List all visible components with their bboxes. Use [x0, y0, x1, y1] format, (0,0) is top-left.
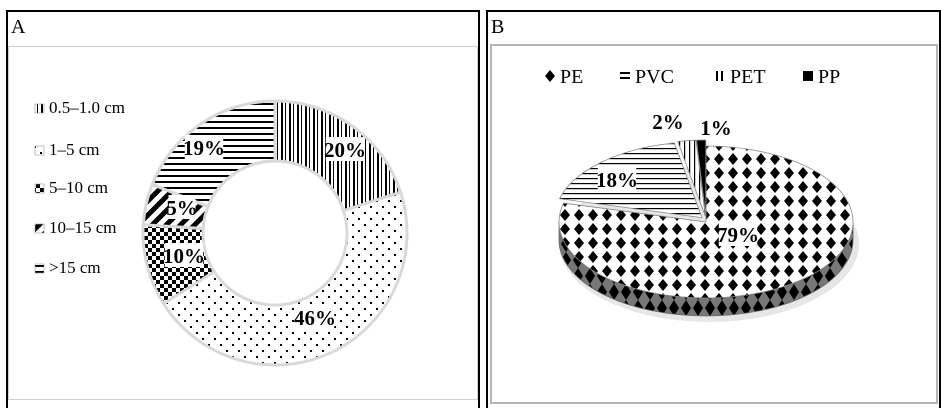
legend-label-5-10-cm: 5–10 cm	[49, 178, 108, 197]
legend-swatch-pet	[716, 71, 723, 81]
pie-legend: PE PVC PET PP	[545, 66, 840, 88]
legend-label-15-cm: >15 cm	[49, 258, 101, 277]
legend-item-15-cm: >15 cm	[34, 258, 101, 277]
legend-label-pet: PET	[730, 66, 766, 88]
legend-item-pp: PP	[803, 66, 840, 88]
pie-data-label-pe: 79%	[717, 222, 759, 247]
panel-b: B 79% 18% 2% 1% PE PVC PET PP	[486, 10, 941, 408]
legend-swatch-1-5-cm	[34, 145, 45, 156]
donut-data-label-5-10-cm: 10%	[163, 243, 205, 268]
svg-text:46%: 46%	[294, 306, 336, 330]
panel-b-plot-frame	[490, 44, 938, 404]
legend-item-0-5-1-0-cm: 0.5–1.0 cm	[34, 98, 125, 117]
donut-data-label-1-5-cm: 46%	[294, 305, 336, 330]
legend-item-10-15-cm: 10–15 cm	[34, 218, 117, 237]
legend-swatch-pp	[803, 71, 813, 81]
pie-slice-pet	[677, 139, 706, 217]
pie-3d-chart: 79% 18% 2% 1% PE PVC PET PP	[545, 66, 859, 322]
legend-label-1-5-cm: 1–5 cm	[49, 140, 100, 159]
donut-data-label-0-5-1-0-cm: 20%	[324, 137, 366, 162]
pie-data-label-pet: 2%	[652, 110, 684, 134]
donut-data-label-10-15-cm: 5%	[166, 195, 198, 220]
svg-text:18%: 18%	[596, 168, 638, 192]
legend-item-pvc: PVC	[620, 66, 674, 88]
legend-swatch-15-cm	[34, 263, 45, 274]
svg-text:2%: 2%	[652, 110, 684, 134]
panel-a: A 20% 46% 10% 5% 19% 0.5–1.0 cm 1–5 cm 5–10 cm 1…	[6, 10, 480, 408]
legend-swatch-0-5-1-0-cm	[34, 103, 45, 114]
pie-3d-slices	[558, 139, 854, 299]
legend-label-pe: PE	[560, 66, 583, 88]
legend-label-10-15-cm: 10–15 cm	[49, 218, 117, 237]
panel-b-label: B	[491, 16, 505, 38]
svg-text:20%: 20%	[324, 138, 366, 162]
svg-text:10%: 10%	[163, 244, 205, 268]
donut-data-label-15-cm: 19%	[183, 135, 225, 160]
legend-item-5-10-cm: 5–10 cm	[34, 178, 108, 197]
legend-item-pet: PET	[716, 66, 766, 88]
legend-label-pvc: PVC	[635, 66, 674, 88]
svg-text:5%: 5%	[166, 196, 198, 220]
donut-slice-1-5-cm	[161, 190, 409, 367]
pie-slice-pe	[558, 145, 854, 299]
svg-text:1%: 1%	[700, 116, 732, 140]
legend-label-pp: PP	[818, 66, 840, 88]
panel-a-label: A	[11, 16, 26, 38]
donut-legend: 0.5–1.0 cm 1–5 cm 5–10 cm 10–15 cm >15 cm	[34, 98, 125, 277]
legend-swatch-pvc	[620, 72, 630, 79]
legend-item-1-5-cm: 1–5 cm	[34, 140, 100, 159]
legend-label-0-5-1-0-cm: 0.5–1.0 cm	[49, 98, 125, 117]
legend-swatch-5-10-cm	[34, 183, 45, 194]
pie-data-label-pp: 1%	[700, 116, 732, 140]
legend-swatch-pe	[545, 70, 555, 82]
panel-a-plot-frame	[8, 46, 478, 400]
legend-swatch-10-15-cm	[34, 223, 45, 234]
pie-data-label-pvc: 18%	[596, 167, 638, 192]
pie-slice-pp	[696, 139, 707, 217]
donut-chart: 20% 46% 10% 5% 19% 0.5–1.0 cm 1–5 cm 5–10 cm 10–…	[34, 98, 409, 367]
svg-text:19%: 19%	[183, 136, 225, 160]
legend-item-pe: PE	[545, 66, 583, 88]
svg-text:79%: 79%	[717, 223, 759, 247]
